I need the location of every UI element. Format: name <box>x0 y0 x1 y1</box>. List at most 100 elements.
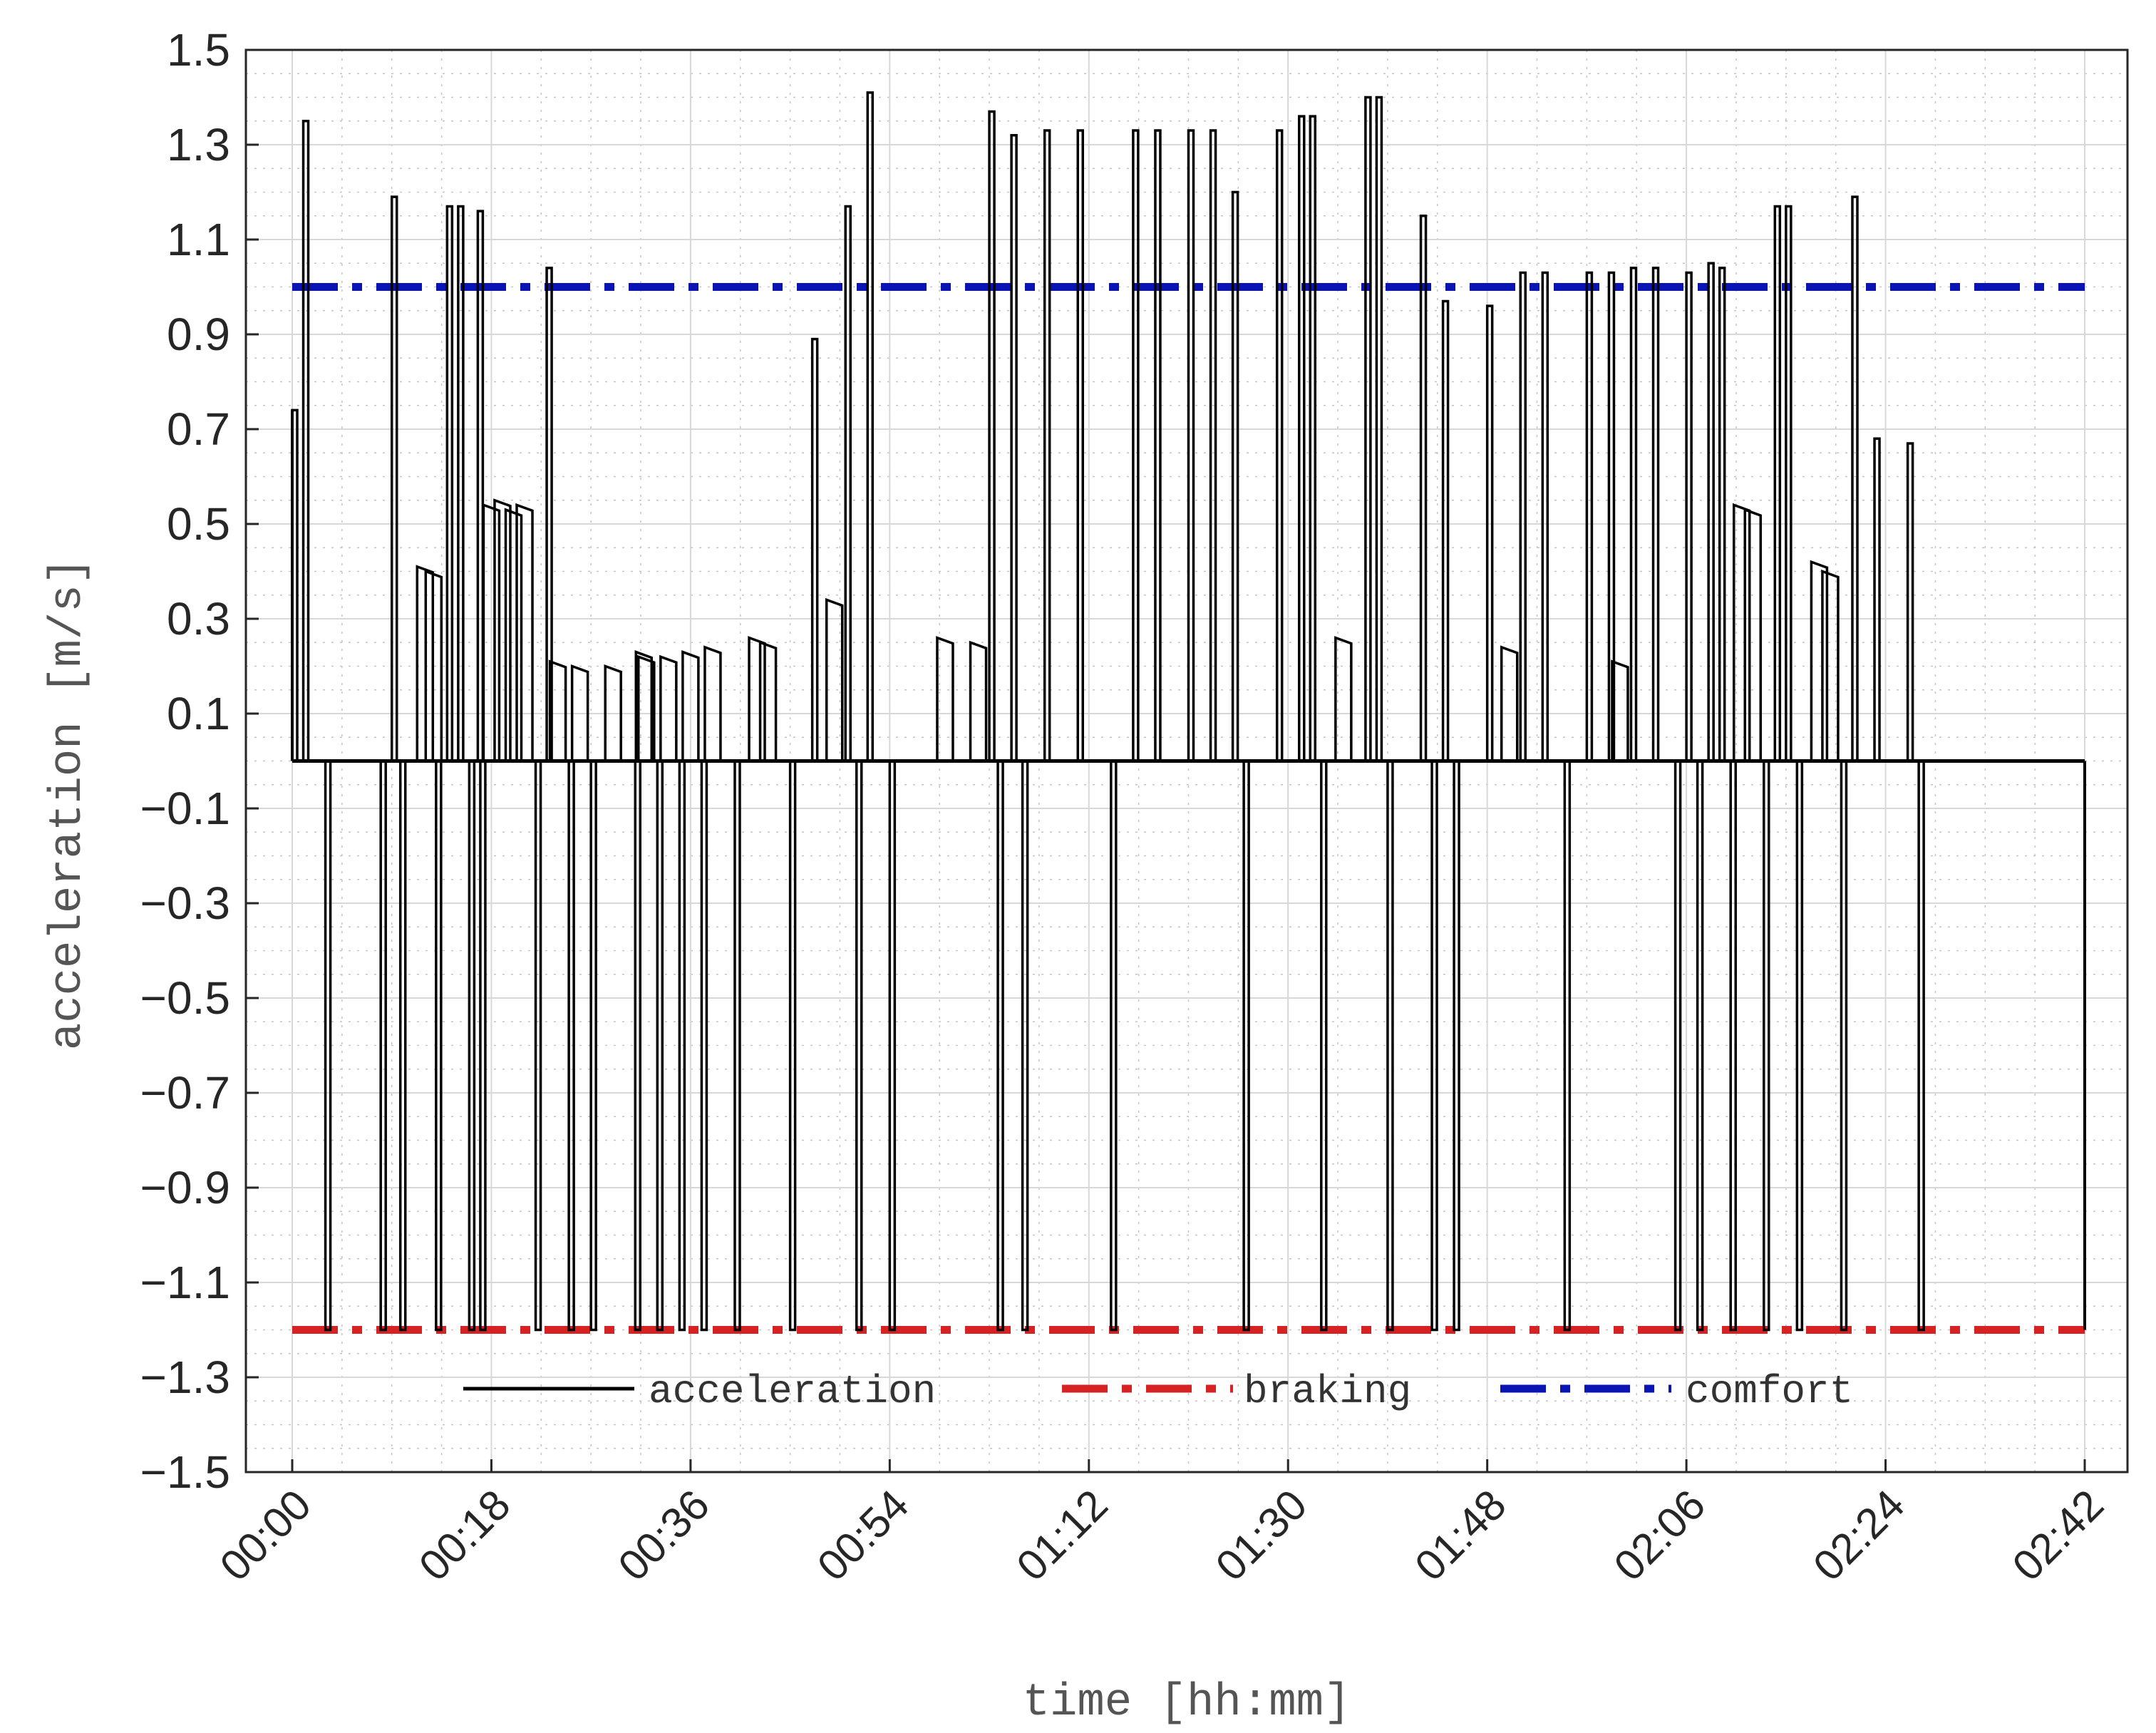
acceleration-pulse <box>969 640 988 761</box>
braking-spike <box>1696 761 1704 1332</box>
acceleration-pulse <box>936 636 954 761</box>
braking-spike <box>656 761 664 1332</box>
acceleration-pulse <box>637 654 656 761</box>
braking-spike <box>324 761 332 1332</box>
acceleration-spike <box>1541 271 1549 761</box>
legend-label-comfort: comfort <box>1686 1369 1853 1414</box>
acceleration-spike <box>844 205 852 761</box>
y-axis-label: acceleration [m/s] <box>43 557 94 1050</box>
y-tick-label: −1.3 <box>140 1352 230 1403</box>
braking-spike <box>1673 761 1682 1332</box>
braking-spike <box>1795 761 1804 1332</box>
acceleration-spike <box>1275 129 1284 761</box>
acceleration-spike <box>1132 129 1140 761</box>
acceleration-pulse <box>659 654 678 761</box>
acceleration-spike <box>1043 129 1051 761</box>
acceleration-spike <box>988 110 996 761</box>
acceleration-pulse <box>515 503 534 761</box>
y-tick-label: −0.3 <box>140 878 230 929</box>
acceleration-pulse <box>758 640 778 761</box>
braking-spike <box>379 761 387 1332</box>
braking-spike <box>1840 761 1848 1332</box>
acceleration-spike <box>810 337 819 761</box>
acceleration-pulse <box>493 498 512 761</box>
acceleration-spike <box>1209 129 1217 761</box>
braking-spike <box>678 761 686 1332</box>
braking-spike <box>435 761 443 1332</box>
braking-spike <box>567 761 575 1332</box>
y-tick-label: 0.5 <box>167 498 230 550</box>
braking-spike <box>733 761 741 1332</box>
y-tick-label: −0.1 <box>140 783 230 834</box>
y-tick-label: 0.7 <box>167 403 230 455</box>
acceleration-spike <box>1298 115 1306 761</box>
acceleration-spike <box>1485 304 1494 761</box>
acceleration-spike <box>1364 96 1372 761</box>
acceleration-spike <box>457 205 465 761</box>
acceleration-spike <box>301 120 310 761</box>
braking-spike <box>1453 761 1460 1332</box>
acceleration-spike <box>1441 299 1450 761</box>
braking-spike <box>996 761 1004 1332</box>
acceleration-spike <box>1773 205 1782 761</box>
acceleration-spike <box>1187 129 1195 761</box>
y-tick-label: 1.3 <box>167 119 230 170</box>
legend: acceleration braking comfort <box>463 1369 1853 1414</box>
acceleration-pulse <box>504 508 523 761</box>
acceleration-spike <box>476 210 485 761</box>
acceleration-spike <box>1685 271 1693 761</box>
acceleration-spike <box>1707 262 1715 761</box>
braking-spike <box>1021 761 1029 1332</box>
y-tick-label: −1.5 <box>140 1446 230 1498</box>
acceleration-spike <box>1851 195 1859 761</box>
braking-spike <box>1729 761 1737 1332</box>
acceleration-pulse <box>604 664 622 761</box>
braking-spike <box>468 761 476 1332</box>
acceleration-pulse <box>1334 636 1353 761</box>
acceleration-pulse <box>548 659 567 761</box>
acceleration-spike <box>866 91 875 761</box>
acceleration-pulse <box>1810 560 1829 761</box>
legend-label-braking: braking <box>1244 1369 1411 1414</box>
acceleration-spike <box>1906 442 1914 761</box>
braking-spike <box>1563 761 1572 1332</box>
y-tick-label: 0.9 <box>167 309 230 360</box>
braking-spike <box>1110 761 1118 1332</box>
acceleration-spike <box>1309 115 1317 761</box>
plot-frame <box>244 48 2129 1474</box>
acceleration-spike <box>1375 96 1383 761</box>
braking-spike <box>855 761 863 1332</box>
acceleration-pulse <box>1743 508 1763 761</box>
acceleration-pulse <box>703 645 722 761</box>
acceleration-spike <box>445 205 454 761</box>
acceleration-spike <box>1629 267 1638 761</box>
acceleration-spike <box>1585 271 1594 761</box>
acceleration-spike <box>291 408 299 761</box>
braking-spike <box>700 761 708 1332</box>
y-tick-label: 0.1 <box>167 688 230 739</box>
acceleration-pulse <box>482 503 501 761</box>
braking-spike <box>1242 761 1250 1332</box>
acceleration-spike <box>1651 267 1660 761</box>
acceleration-pulse <box>825 597 844 761</box>
acceleration-pulse <box>416 565 435 761</box>
acceleration-pulse <box>748 636 766 761</box>
acceleration-pulse <box>570 664 589 761</box>
acceleration-spike <box>1010 133 1018 761</box>
y-tick-label: 1.1 <box>167 214 230 265</box>
acceleration-pulse <box>1821 570 1840 761</box>
acceleration-spike <box>390 195 398 761</box>
acceleration-signal <box>291 91 2086 1332</box>
legend-label-acceleration: acceleration <box>649 1369 936 1414</box>
acceleration-spike <box>1231 190 1239 761</box>
acceleration-spike <box>1607 271 1616 761</box>
braking-spike <box>534 761 542 1332</box>
braking-spike <box>1917 761 1925 1332</box>
y-tick-label: −0.5 <box>140 972 230 1024</box>
braking-spike <box>1430 761 1438 1332</box>
x-axis-label: time [hh:mm] <box>1023 1677 1351 1729</box>
braking-spike <box>589 761 597 1332</box>
braking-spike <box>634 761 642 1332</box>
y-tick-label: 1.5 <box>167 24 230 76</box>
